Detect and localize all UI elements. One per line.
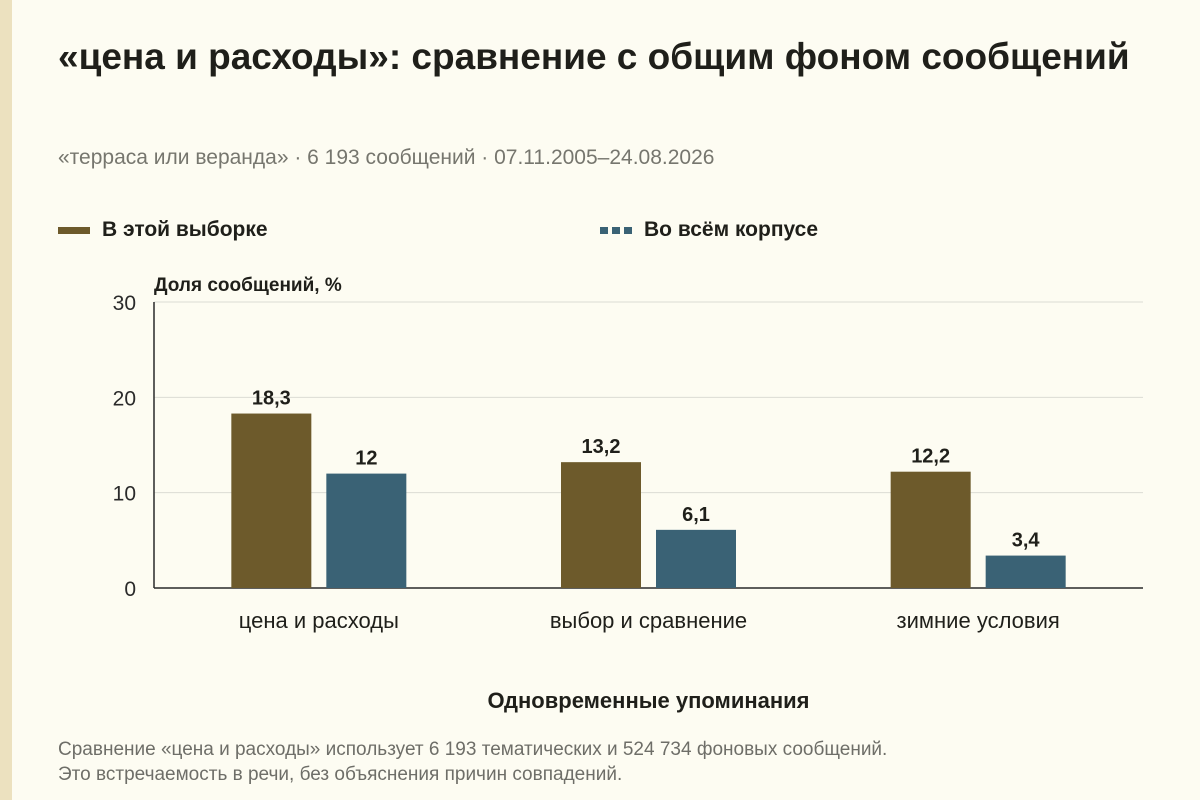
bar-value-label: 13,2 (582, 436, 621, 458)
legend-label-sample: В этой выборке (102, 218, 268, 241)
bar-value-label: 12 (355, 448, 377, 470)
legend-label-corpus: Во всём корпусе (644, 218, 819, 241)
chart-footnote: Сравнение «цена и расходы» использует 6 … (58, 737, 1158, 787)
bar (231, 413, 312, 588)
left-accent-stripe (0, 0, 12, 800)
bar (985, 555, 1066, 588)
x-tick-label: выбор и сравнение (550, 608, 747, 633)
bar-value-label: 12,2 (911, 446, 950, 468)
bar-value-label: 3,4 (1012, 530, 1041, 552)
footnote-line-1: Сравнение «цена и расходы» использует 6 … (58, 739, 888, 760)
y-tick-label: 20 (113, 387, 136, 410)
chart-gridlines (154, 301, 1143, 494)
legend-swatch-corpus (600, 226, 632, 234)
x-tick-label: цена и расходы (239, 608, 399, 633)
y-axis-ticks: 0 10 20 30 (113, 292, 136, 601)
chart-title: «цена и расходы»: сравнение с общим фоно… (58, 36, 1130, 77)
y-axis-label: Доля сообщений, % (154, 275, 342, 296)
bar (656, 529, 736, 588)
chart-subtitle: «терраса или веранда» · 6 193 сообщений … (58, 146, 715, 169)
bar-value-label: 6,1 (682, 504, 710, 526)
y-tick-label: 10 (113, 483, 136, 506)
y-tick-label: 30 (113, 292, 136, 315)
y-tick-label: 0 (124, 578, 136, 601)
legend-item-corpus: Во всём корпусе (600, 218, 818, 242)
chart-bars: 18,3 12 13,2 6,1 12,2 3,4 (231, 388, 1066, 588)
footnote-line-2: Это встречаемость в речи, без объяснения… (58, 764, 623, 785)
legend-item-sample: В этой выборке (58, 218, 268, 242)
x-tick-label: зимние условия (897, 608, 1060, 633)
bar-value-label: 18,3 (252, 388, 291, 410)
x-axis-ticks: цена и расходы выбор и сравнение зимние ус… (239, 608, 1060, 633)
bar (561, 462, 641, 588)
legend-swatch-sample (58, 226, 90, 234)
x-axis-label: Одновременные упоминания (487, 688, 809, 713)
bar (326, 473, 407, 588)
bar (890, 471, 971, 588)
